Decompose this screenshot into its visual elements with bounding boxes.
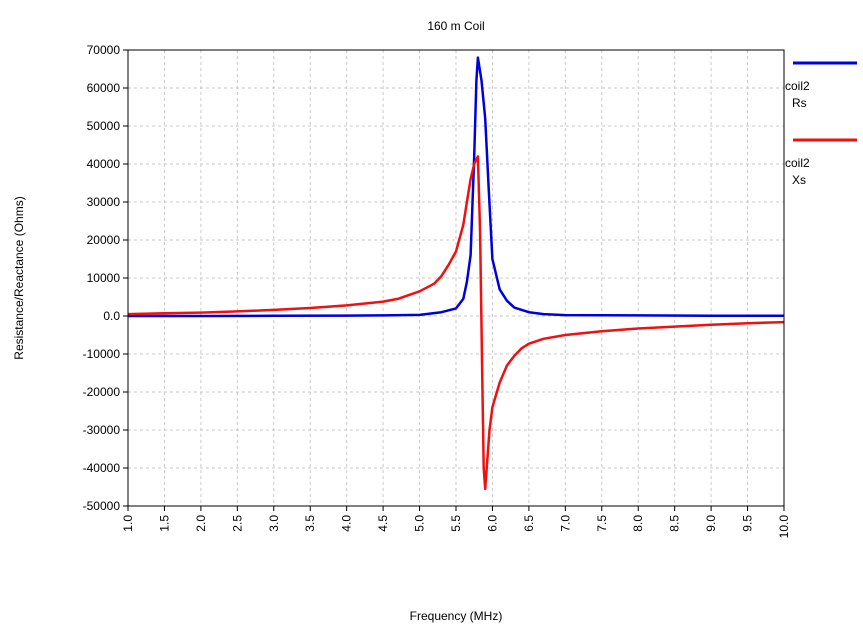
- x-tick-label: 7.5: [595, 515, 609, 532]
- legend: coil2 Rs coil2 Xs: [785, 61, 857, 187]
- x-axis-label: Frequency (MHz): [410, 609, 503, 623]
- y-tick-label: -10000: [83, 347, 121, 361]
- x-tick-label: 7.0: [558, 515, 572, 532]
- y-tick-label: -20000: [83, 385, 121, 399]
- x-tick-label: 5.5: [449, 515, 463, 532]
- x-tick-label: 10.0: [777, 515, 791, 539]
- legend-label: coil2: [785, 79, 810, 93]
- x-tick-label: 3.5: [303, 515, 317, 532]
- y-tick-label: 50000: [87, 119, 121, 133]
- x-tick-label: 1.5: [157, 515, 171, 532]
- series-line-xs: [127, 155, 785, 491]
- x-tick-label: 3.0: [267, 515, 281, 532]
- x-tick-label: 6.5: [522, 515, 536, 532]
- y-tick-label: 10000: [87, 271, 121, 285]
- y-tick-label: 30000: [87, 195, 121, 209]
- y-axis: 70000 60000 50000 40000 30000 20000 10000 0.0 -1…: [83, 43, 128, 513]
- y-tick-label: -50000: [83, 499, 121, 513]
- series-line-rs: [128, 56, 785, 318]
- y-tick-label: 40000: [87, 157, 121, 171]
- x-tick-label: 8.0: [631, 515, 645, 532]
- chart-title: 160 m Coil: [427, 19, 484, 33]
- x-tick-label: 4.5: [376, 515, 390, 532]
- y-tick-label: -40000: [83, 461, 121, 475]
- y-tick-label: 60000: [87, 81, 121, 95]
- y-tick-label: -30000: [83, 423, 121, 437]
- series-layer: [127, 56, 785, 491]
- x-tick-label: 9.5: [741, 515, 755, 532]
- y-tick-label: 0.0: [103, 309, 120, 323]
- legend-label: Xs: [792, 173, 806, 187]
- x-tick-label: 8.5: [668, 515, 682, 532]
- x-tick-label: 2.5: [230, 515, 244, 532]
- x-tick-label: 9.0: [704, 515, 718, 532]
- x-tick-label: 6.0: [485, 515, 499, 532]
- x-tick-label: 4.0: [340, 515, 354, 532]
- legend-label: coil2: [785, 156, 810, 170]
- y-tick-label: 70000: [87, 43, 121, 57]
- y-axis-label: Resistance/Reactance (Ohms): [12, 196, 26, 359]
- x-axis: 1.0 1.5 2.0 2.5 3.0 3.5 4.0 4.5 5.0 5.5 6.0 6.5 7.0 7…: [121, 506, 791, 538]
- grid: [128, 50, 784, 506]
- legend-label: Rs: [792, 96, 807, 110]
- x-tick-label: 1.0: [121, 515, 135, 532]
- x-tick-label: 2.0: [194, 515, 208, 532]
- y-tick-label: 20000: [87, 233, 121, 247]
- x-tick-label: 5.0: [413, 515, 427, 532]
